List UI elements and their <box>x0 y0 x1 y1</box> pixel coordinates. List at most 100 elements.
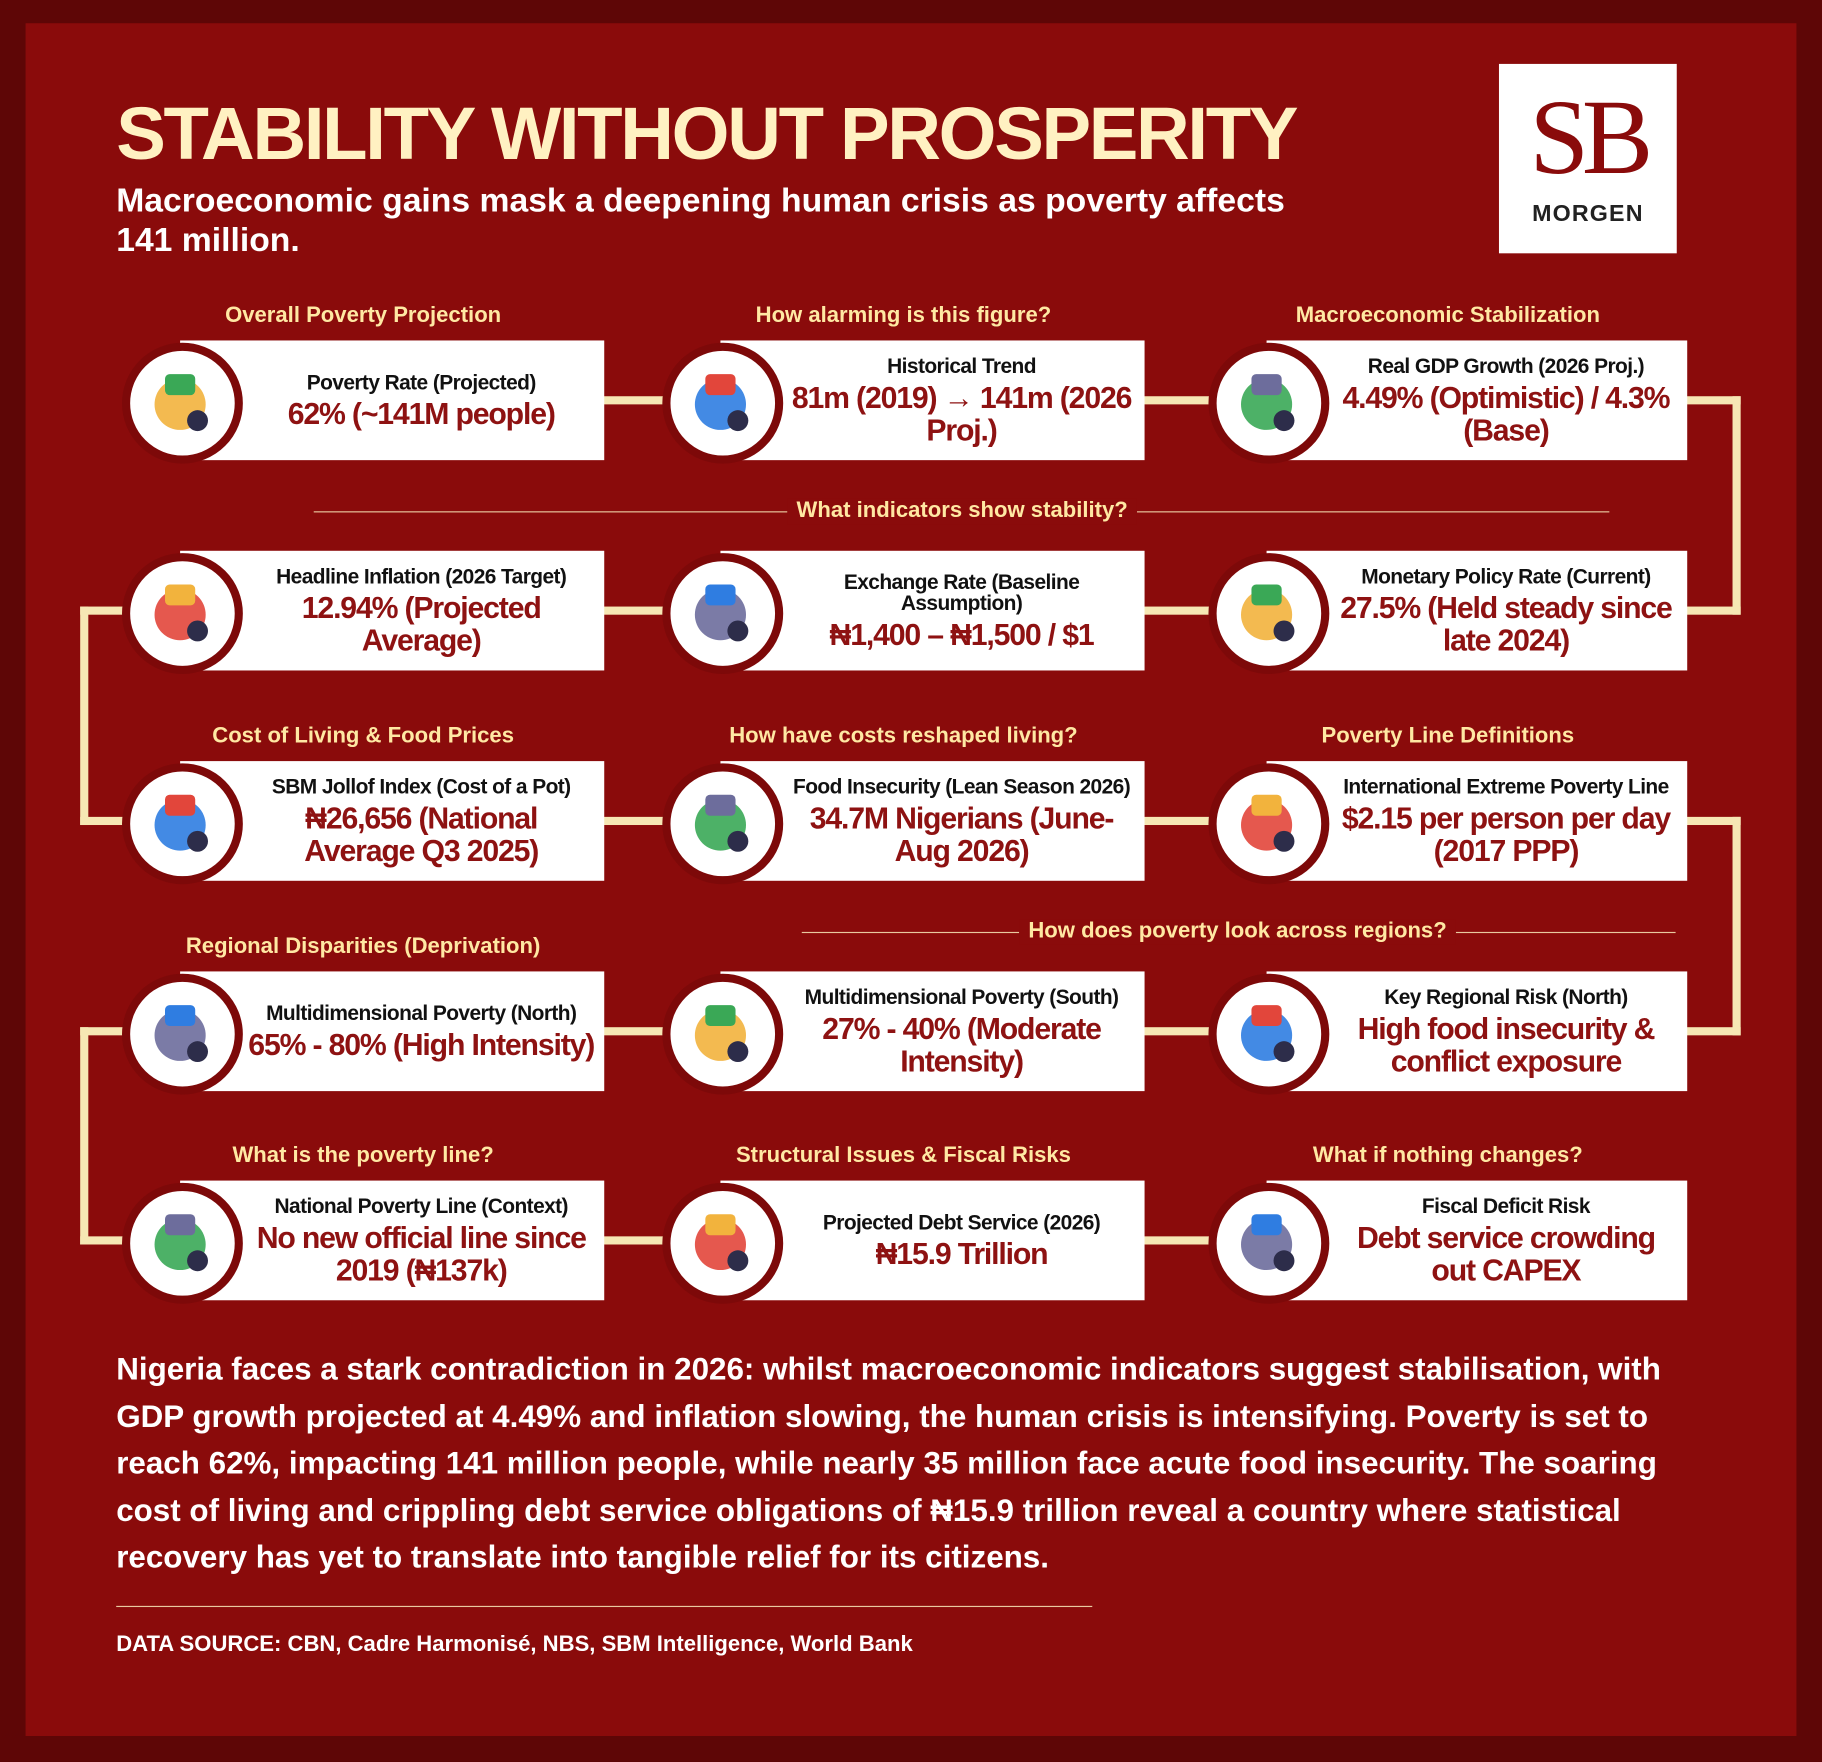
summary: Nigeria faces a stark contradiction in 2… <box>116 1351 1661 1575</box>
card-label: Real GDP Growth (2026 Proj.) <box>1367 353 1645 378</box>
card-box <box>1266 971 1688 1092</box>
connector <box>79 606 127 615</box>
divider-heading: What indicators show stability? <box>787 498 1138 525</box>
card-box <box>720 761 1145 881</box>
card-heading: What if nothing changes? <box>1312 1143 1583 1168</box>
card-icon-ring <box>1208 552 1330 674</box>
card-value: ₦1,400 – ₦1,500 / $1 <box>829 616 1095 652</box>
connector <box>600 816 667 826</box>
card-text: Poverty Rate (Projected) 62% (~141M peopl… <box>248 340 595 460</box>
connector <box>1140 816 1213 826</box>
card-icon-ring <box>122 1182 243 1304</box>
card-icon <box>154 1004 208 1062</box>
card-value: $2.15 per person per day (2017 PPP) <box>1341 800 1671 868</box>
connector <box>1140 1236 1213 1245</box>
divider-heading: How does poverty look across regions? <box>1019 919 1457 945</box>
subtitle: Macroeconomic gains mask a deepening hum… <box>116 182 1285 260</box>
card-value: 12.94% (Projected Average) <box>301 589 542 658</box>
card-heading: Macroeconomic Stabilization <box>1295 303 1600 328</box>
card-value: 4.49% (Optimistic) / 4.3% (Base) <box>1342 379 1670 447</box>
card-text: Multidimensional Poverty (South) 27% - 40… <box>788 971 1135 1091</box>
card-value: ₦26,656 (National Average Q3 2025) <box>304 800 539 868</box>
card-heading: Cost of Living & Food Prices <box>212 723 514 749</box>
card-heading: Regional Disparities (Deprivation) <box>185 934 541 959</box>
connector <box>1683 1027 1741 1036</box>
card-label: Multidimensional Poverty (North) <box>266 1001 577 1025</box>
connector <box>600 606 667 615</box>
card-value: 27.5% (Held steady since late 2024) <box>1340 589 1673 658</box>
card-icon <box>1241 1213 1295 1271</box>
card-heading: Poverty Line Definitions <box>1321 723 1575 749</box>
card-text: Real GDP Growth (2026 Proj.) 4.49% (Optim… <box>1334 340 1678 460</box>
card-icon <box>1241 794 1295 852</box>
card-label: Key Regional Risk (North) <box>1384 984 1628 1009</box>
card-heading: Overall Poverty Projection <box>225 303 502 328</box>
card-icon <box>154 1213 208 1271</box>
connector <box>600 1027 667 1036</box>
card-icon-ring <box>1208 342 1330 464</box>
card-label: Headline Inflation (2026 Target) <box>276 564 567 588</box>
card-icon-ring <box>122 552 243 674</box>
card-value: 65% - 80% (High Intensity) <box>248 1026 595 1062</box>
card-value: 27% - 40% (Moderate Intensity) <box>822 1010 1102 1078</box>
card-value: ₦15.9 Trillion <box>875 1235 1049 1271</box>
card-text: National Poverty Line (Context) No new of… <box>248 1181 595 1301</box>
card-box <box>1266 761 1688 881</box>
card-value: Debt service crowding out CAPEX <box>1356 1219 1656 1287</box>
card-icon-ring <box>662 973 784 1095</box>
card-icon <box>694 583 749 641</box>
connector <box>79 606 88 826</box>
card-label: Exchange Rate (Baseline Assumption) <box>843 569 1080 615</box>
connector <box>1731 396 1741 615</box>
connector <box>1683 816 1741 826</box>
connector <box>1140 1027 1213 1036</box>
card-text: Key Regional Risk (North) High food insec… <box>1334 971 1678 1091</box>
card-icon <box>154 373 208 431</box>
card-text: International Extreme Poverty Line $2.15 … <box>1334 761 1678 881</box>
card-heading: How alarming is this figure? <box>755 303 1052 328</box>
card-icon-ring <box>122 973 243 1095</box>
card-value: No new official line since 2019 (₦137k) <box>256 1219 587 1287</box>
card-text: Fiscal Deficit Risk Debt service crowding… <box>1334 1181 1678 1301</box>
card-icon <box>694 373 749 431</box>
card-label: Fiscal Deficit Risk <box>1421 1193 1591 1218</box>
card-label: Historical Trend <box>887 353 1036 378</box>
card-icon-ring <box>1208 973 1330 1095</box>
card-text: Food Insecurity (Lean Season 2026) 34.7M … <box>788 761 1135 881</box>
connector <box>79 816 127 826</box>
card-label: Food Insecurity (Lean Season 2026) <box>793 774 1131 798</box>
connector <box>1140 606 1213 615</box>
card-icon-ring <box>662 342 784 464</box>
card-icon <box>694 794 749 852</box>
connector <box>1731 816 1741 1036</box>
card-label: Poverty Rate (Projected) <box>306 370 537 394</box>
card-text: Historical Trend 81m (2019) → 141m (2026 … <box>788 340 1135 460</box>
connector <box>1683 606 1741 615</box>
card-icon-ring <box>1208 1182 1330 1304</box>
card-icon <box>154 794 208 852</box>
card-box <box>180 1180 605 1301</box>
card-box <box>180 340 605 461</box>
connector <box>1683 396 1741 405</box>
card-icon <box>154 583 208 641</box>
card-icon-ring <box>122 762 243 884</box>
card-heading: Structural Issues & Fiscal Risks <box>735 1143 1071 1168</box>
logo-initials: SB <box>1529 77 1653 197</box>
card-box <box>720 1180 1145 1301</box>
card-value: 62% (~141M people) <box>287 395 556 431</box>
card-text: SBM Jollof Index (Cost of a Pot) ₦26,656 … <box>248 761 595 881</box>
card-icon <box>1241 1004 1295 1062</box>
card-text: Exchange Rate (Baseline Assumption) ₦1,40… <box>788 551 1135 671</box>
connector <box>79 1027 127 1036</box>
connector <box>600 1236 667 1245</box>
card-icon <box>694 1213 749 1271</box>
source: DATA SOURCE: CBN, Cadre Harmonisé, NBS, … <box>116 1632 913 1657</box>
card-box <box>1266 340 1688 461</box>
card-label: International Extreme Poverty Line <box>1343 774 1669 798</box>
card-heading: What is the poverty line? <box>232 1143 494 1168</box>
card-label: Monetary Policy Rate (Current) <box>1361 564 1651 588</box>
card-box <box>1266 550 1688 671</box>
card-box <box>720 550 1145 671</box>
